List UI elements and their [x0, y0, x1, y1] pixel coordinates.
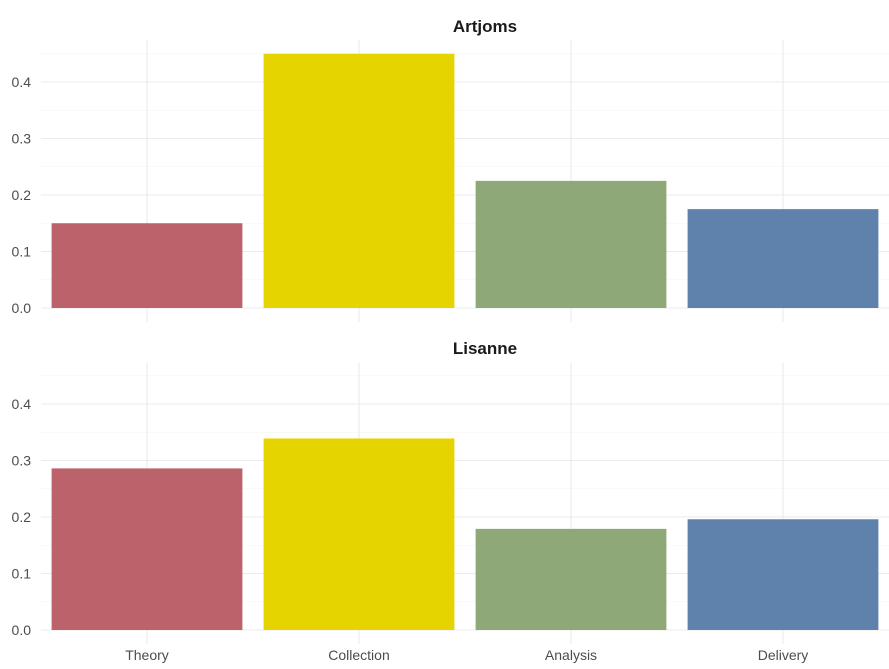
x-tick-label: Collection [328, 647, 389, 663]
bar-lisanne-analysis [475, 528, 667, 630]
y-tick-label: 0.0 [12, 300, 32, 316]
x-tick-label: Delivery [758, 647, 809, 663]
x-tick-label: Analysis [545, 647, 597, 663]
y-tick-label: 0.3 [12, 453, 32, 469]
bar-artjoms-collection [263, 53, 455, 308]
x-tick-label: Theory [125, 647, 169, 663]
bar-lisanne-collection [263, 438, 455, 630]
bar-lisanne-delivery [687, 519, 879, 630]
bar-artjoms-theory [51, 223, 243, 308]
y-tick-label: 0.1 [12, 566, 32, 582]
y-tick-label: 0.4 [12, 74, 32, 90]
y-tick-label: 0.1 [12, 244, 32, 260]
y-tick-label: 0.4 [12, 396, 32, 412]
facet-title: Lisanne [453, 339, 517, 358]
facet-title: Artjoms [453, 17, 517, 36]
y-tick-label: 0.0 [12, 622, 32, 638]
bar-lisanne-theory [51, 468, 243, 630]
y-tick-label: 0.2 [12, 187, 32, 203]
y-tick-label: 0.2 [12, 509, 32, 525]
bar-artjoms-analysis [475, 180, 667, 308]
bar-artjoms-delivery [687, 209, 879, 308]
y-tick-label: 0.3 [12, 131, 32, 147]
